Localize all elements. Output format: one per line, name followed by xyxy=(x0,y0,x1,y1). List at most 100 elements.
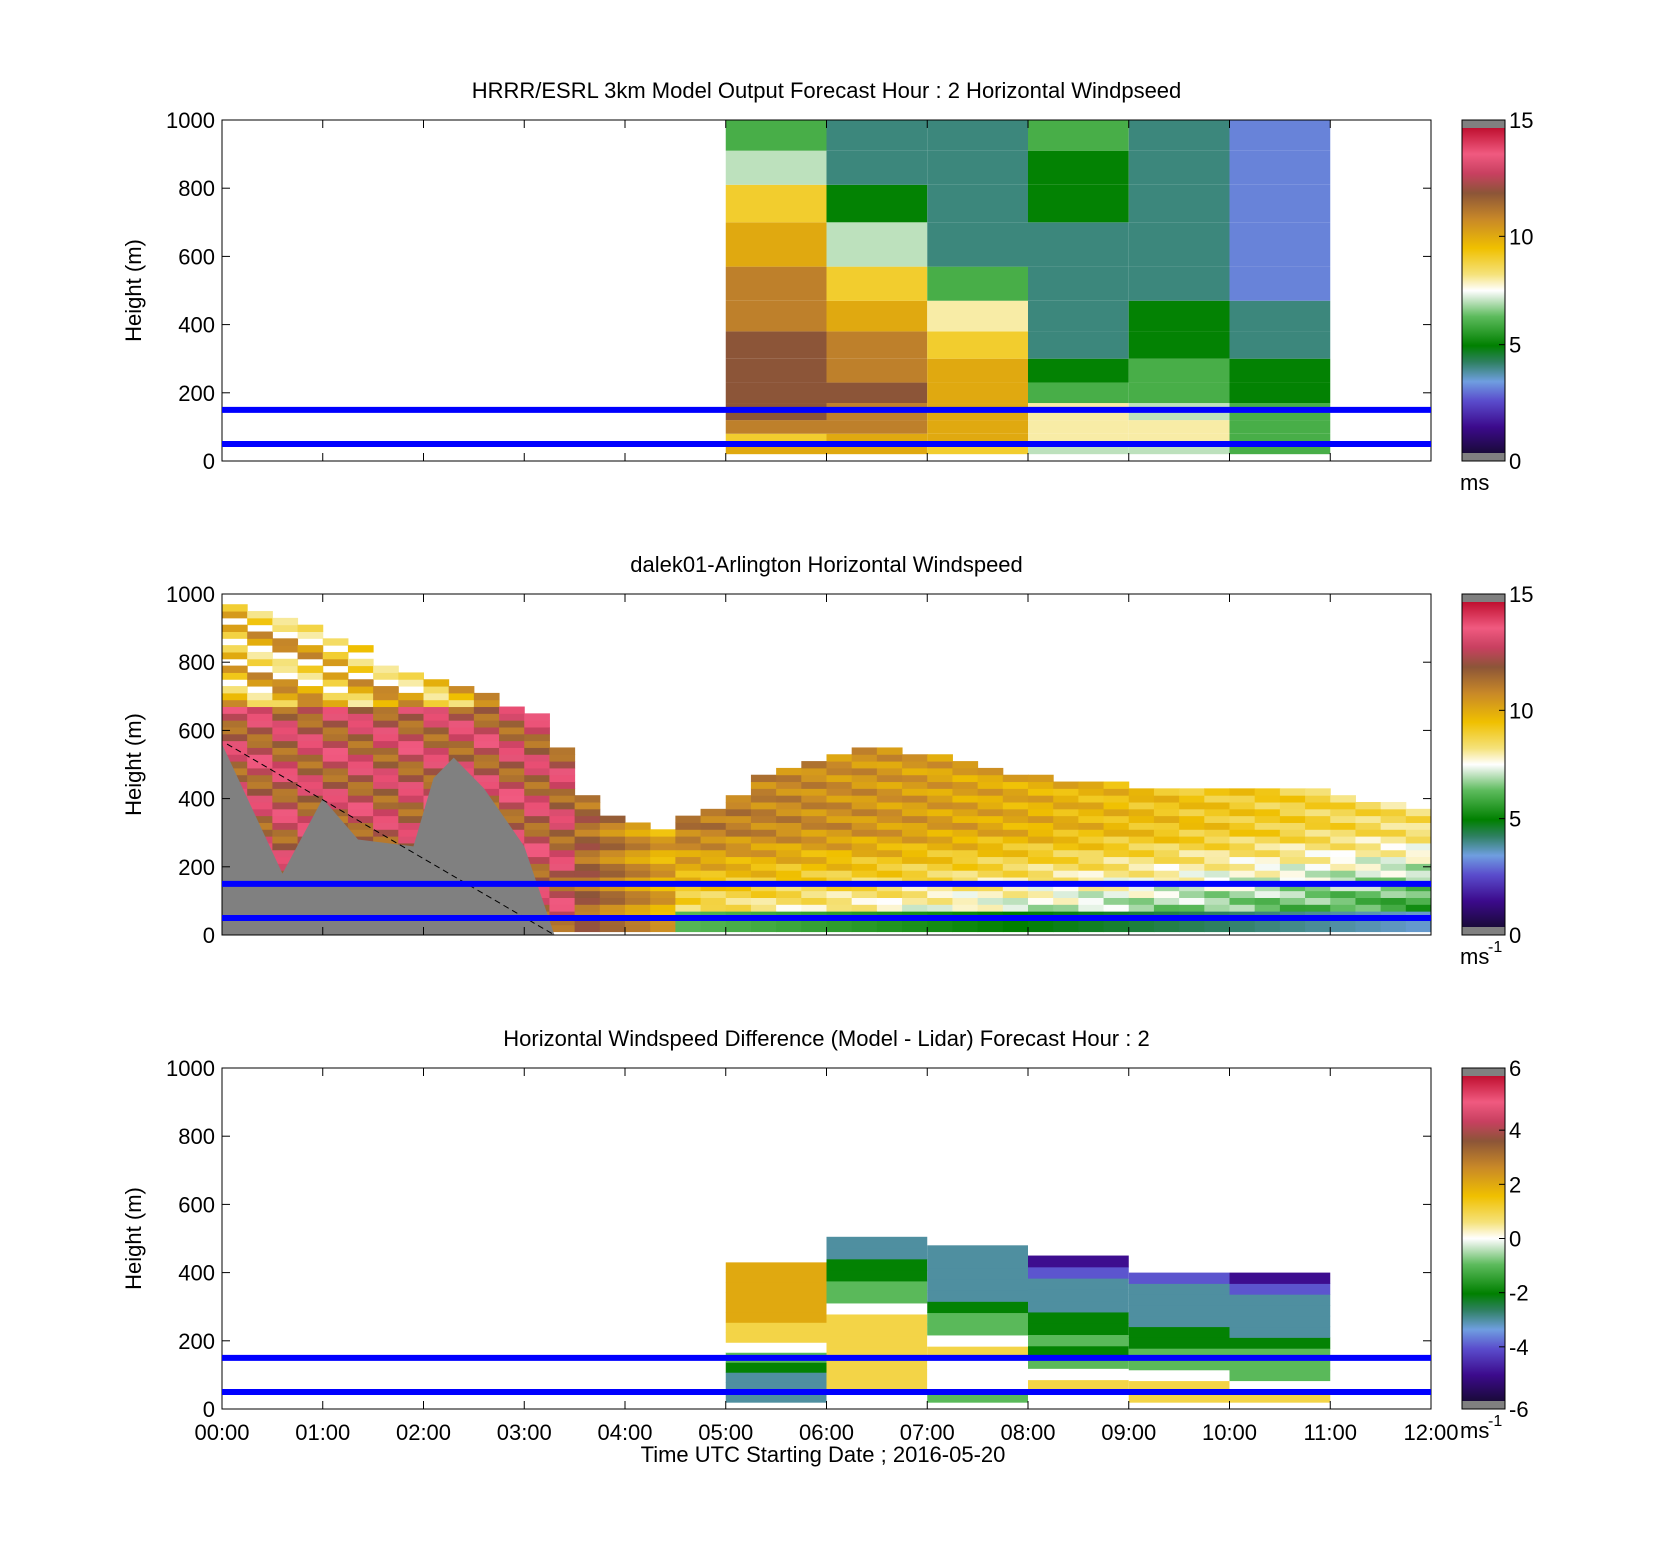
model-cell xyxy=(1229,433,1331,444)
lidar-cell xyxy=(625,890,651,898)
difference-cell xyxy=(1028,1334,1129,1347)
difference-cell xyxy=(826,1325,928,1337)
lidar-cell xyxy=(902,917,928,926)
lidar-cell xyxy=(247,767,273,776)
model-cell xyxy=(725,420,827,434)
model-cell xyxy=(826,184,928,223)
lidar-cell xyxy=(1028,890,1054,898)
lidar-cell xyxy=(725,802,752,810)
lidar-cell xyxy=(977,829,1004,837)
lidar-cell xyxy=(1103,863,1130,871)
lidar-cell xyxy=(826,897,853,905)
lidar-cell xyxy=(1053,883,1079,892)
lidar-cell xyxy=(801,849,827,858)
lidar-cell xyxy=(700,870,727,878)
lidar-cell xyxy=(1028,849,1054,858)
lidar-cell xyxy=(927,863,953,871)
model-cell xyxy=(1229,300,1331,332)
lidar-cell xyxy=(272,665,299,673)
lidar-cell xyxy=(222,761,248,769)
lidar-cell xyxy=(1254,842,1281,851)
lidar-cell xyxy=(776,917,802,926)
lidar-cell xyxy=(977,917,1004,926)
model-cell xyxy=(927,184,1028,223)
difference-cell xyxy=(826,1358,928,1370)
lidar-cell xyxy=(700,849,727,858)
lidar-cell xyxy=(599,863,626,871)
lidar-cell xyxy=(977,911,1004,919)
lidar-cell xyxy=(650,904,676,912)
lidar-cell xyxy=(473,699,500,708)
lidar-cell xyxy=(549,754,576,762)
lidar-cell xyxy=(826,917,853,926)
lidar-cell xyxy=(347,781,374,789)
lidar-cell xyxy=(272,706,299,714)
lidar-cell xyxy=(750,788,777,796)
lidar-cell xyxy=(297,692,324,701)
lidar-cell xyxy=(1128,788,1155,796)
lidar-cell xyxy=(473,767,500,776)
lidar-cell xyxy=(876,856,903,864)
lidar-cell xyxy=(524,870,550,878)
lidar-cell xyxy=(776,863,802,871)
y-tick-label: 0 xyxy=(203,1397,215,1422)
lidar-cell xyxy=(549,877,576,885)
lidar-cell xyxy=(499,761,525,769)
lidar-cell xyxy=(1405,829,1432,837)
lidar-cell xyxy=(977,890,1004,898)
lidar-cell xyxy=(700,808,727,817)
difference-cell xyxy=(1028,1311,1129,1324)
lidar-cell xyxy=(1053,822,1079,830)
lidar-cell xyxy=(1229,795,1256,803)
lidar-cell xyxy=(1002,897,1029,905)
lidar-cell xyxy=(876,761,903,769)
lidar-cell xyxy=(977,815,1004,823)
lidar-cell xyxy=(876,788,903,796)
lidar-cell xyxy=(1355,917,1382,926)
model-cells xyxy=(725,120,1331,455)
panel-title: dalek01-Arlington Horizontal Windspeed xyxy=(630,552,1023,577)
lidar-cell xyxy=(1179,856,1205,864)
model-cell xyxy=(725,331,827,359)
colorbar-tick-label: 5 xyxy=(1509,807,1521,832)
lidar-cell xyxy=(297,699,324,708)
lidar-cell xyxy=(851,781,878,789)
lidar-cell xyxy=(725,897,752,905)
lidar-cell xyxy=(1153,836,1180,844)
model-cell xyxy=(725,266,827,301)
lidar-cell xyxy=(574,836,601,844)
lidar-cell xyxy=(851,870,878,878)
lidar-cell xyxy=(1028,883,1054,892)
lidar-cell xyxy=(1002,781,1029,789)
lidar-cell xyxy=(1078,815,1105,823)
lidar-cell xyxy=(826,767,853,776)
lidar-cell xyxy=(801,822,827,830)
difference-cell xyxy=(725,1332,827,1343)
model-cell xyxy=(927,300,1028,332)
lidar-cell xyxy=(1078,836,1105,844)
difference-cell xyxy=(1028,1357,1129,1369)
lidar-cell xyxy=(398,692,424,701)
lidar-cell xyxy=(1204,815,1230,823)
lidar-cell xyxy=(801,815,827,823)
model-cell xyxy=(725,184,827,223)
lidar-cell xyxy=(876,863,903,871)
lidar-cell xyxy=(1405,904,1432,912)
difference-cell xyxy=(1128,1380,1230,1392)
lidar-cell xyxy=(1078,849,1105,858)
lidar-cell xyxy=(272,747,299,755)
lidar-cell xyxy=(650,911,676,919)
lidar-cell xyxy=(322,720,349,728)
lidar-cell xyxy=(222,672,248,680)
x-tick-label: 11:00 xyxy=(1304,1420,1357,1445)
lidar-cell xyxy=(927,856,953,864)
model-windspeed-panel: 0 200 400 600 800 1000 Height (m) HRRR/ESRL 3km… xyxy=(121,78,1533,495)
lidar-cell xyxy=(1305,829,1331,837)
lidar-cell xyxy=(1103,829,1130,837)
lidar-cell xyxy=(549,781,576,789)
model-cell xyxy=(725,150,827,185)
lidar-cell xyxy=(347,720,374,728)
lidar-cell xyxy=(473,788,500,796)
lidar-cell xyxy=(398,788,424,796)
lidar-cell xyxy=(725,877,752,885)
